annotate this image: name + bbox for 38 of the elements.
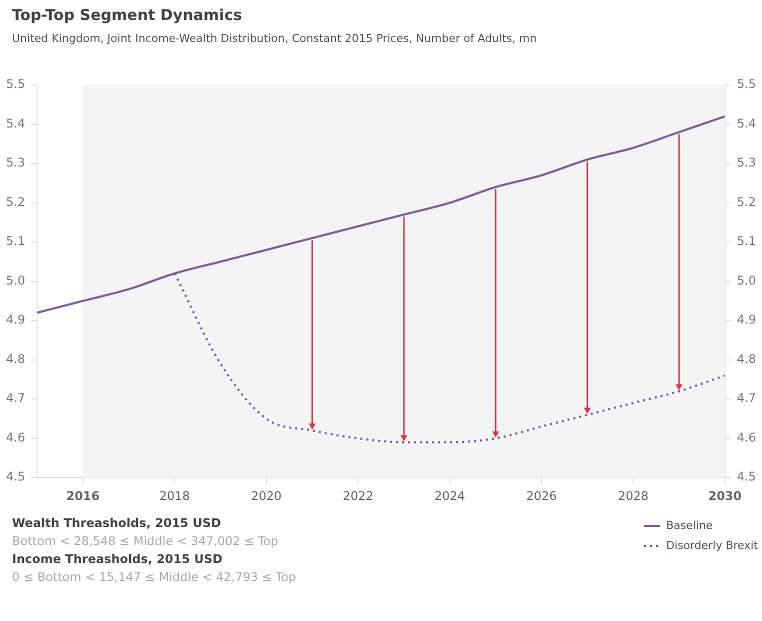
y2-tick-label: 4.5 [736, 470, 756, 484]
y-tick-label: 5.0 [6, 273, 26, 288]
x-tick-label: 2022 [342, 488, 374, 503]
y-tick-label: 4.5 [6, 470, 26, 484]
y-tick-label: 5.1 [6, 234, 26, 248]
y-tick-label: 5.5 [6, 77, 26, 92]
y2-tick-label: 4.9 [736, 312, 756, 327]
y-tick-label: 5.4 [6, 116, 26, 130]
x-tick-label: 2030 [708, 488, 742, 503]
y-tick-label: 5.2 [6, 194, 26, 209]
x-tick-label: 2024 [434, 488, 466, 503]
y2-tick-label: 5.1 [736, 234, 756, 248]
legend-label: Disorderly Brexit [666, 538, 758, 554]
y2-tick-label: 4.8 [736, 352, 756, 366]
text: Income Threasholds, 2015 USD [12, 551, 224, 568]
text: Bottom < 28,548 ≤ Middle < 347,002 ≤ Top [12, 533, 280, 550]
chart-subtitle: United Kingdom, Joint Income-Wealth Distribution, Constant 2015 Prices, Number of Adults, mn [12, 32, 537, 45]
chart-title: Top-Top Segment Dynamics [12, 6, 242, 24]
x-tick-label: 2028 [618, 488, 648, 503]
y2-tick-label: 5.4 [736, 116, 756, 130]
y-tick-label: 4.6 [6, 430, 26, 444]
legend-label: Baseline [666, 518, 713, 534]
text: Wealth Threasholds, 2015 USD [12, 515, 222, 532]
y2-tick-label: 5.5 [736, 77, 756, 92]
x-tick-label: 2020 [251, 488, 282, 503]
x-tick-label: 2018 [159, 488, 190, 503]
x-tick-label: 2026 [526, 488, 557, 503]
y-tick-label: 4.9 [6, 312, 26, 327]
y-tick-label: 4.7 [6, 391, 26, 406]
y2-tick-label: 5.0 [736, 273, 756, 288]
y2-tick-label: 5.2 [736, 194, 756, 209]
text: 0 ≤ Bottom < 15,147 ≤ Middle < 42,793 ≤ Top [12, 569, 296, 586]
x-tick-label: 2016 [66, 488, 100, 503]
y2-tick-label: 4.7 [736, 391, 756, 406]
y-tick-label: 4.8 [6, 352, 26, 366]
y2-tick-label: 5.3 [736, 156, 756, 170]
y-tick-label: 5.3 [6, 156, 26, 170]
y2-tick-label: 4.6 [736, 430, 756, 444]
